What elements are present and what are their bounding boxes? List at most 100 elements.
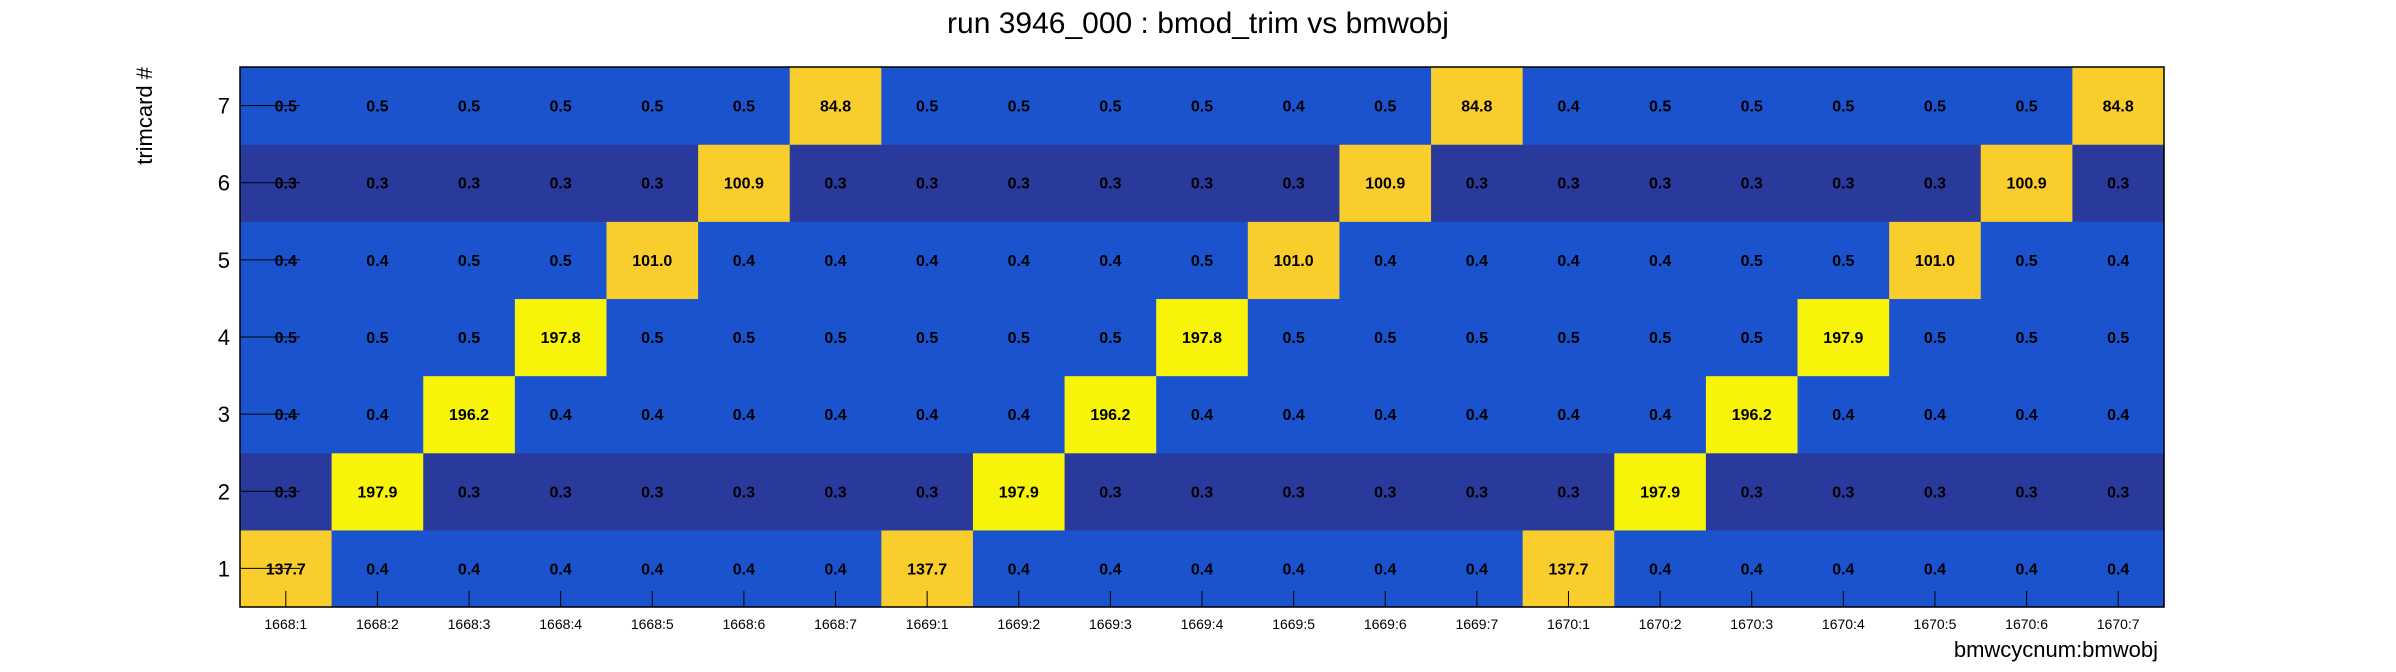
heatmap-cell <box>972 221 1066 300</box>
heatmap-cell <box>1705 221 1799 300</box>
cell-value-label: 196.2 <box>449 407 489 424</box>
cell-value-label: 0.5 <box>550 99 572 116</box>
heatmap-cell <box>1705 375 1799 454</box>
heatmap-cell <box>1064 144 1157 222</box>
x-tick-label: 1668:6 <box>722 616 765 632</box>
cell-value-label: 137.7 <box>1548 561 1588 578</box>
heatmap-cell <box>1614 298 1707 377</box>
y-tick-label: 1 <box>218 556 230 581</box>
cell-value-label: 0.5 <box>641 99 663 116</box>
x-tick-label: 1668:1 <box>264 616 307 632</box>
cell-value-label: 0.3 <box>275 176 297 193</box>
cell-value-label: 0.4 <box>824 253 846 270</box>
heatmap-cell <box>881 375 974 454</box>
cell-value-label: 0.4 <box>1282 561 1304 578</box>
heatmap-cell <box>1614 221 1707 300</box>
heatmap-cell <box>972 298 1066 377</box>
heatmap-cell <box>423 221 516 300</box>
heatmap-cell <box>698 67 791 145</box>
heatmap-cell <box>1156 375 1249 454</box>
heatmap-cell <box>1522 298 1615 377</box>
chart-title: run 3946_000 : bmod_trim vs bmwobj <box>947 7 1449 40</box>
cell-value-label: 0.3 <box>1832 176 1854 193</box>
heatmap-cell <box>789 67 882 145</box>
cell-value-label: 0.3 <box>275 484 297 501</box>
cell-value-label: 0.5 <box>550 253 572 270</box>
heatmap-cell <box>1431 221 1524 300</box>
cell-value-label: 0.4 <box>275 253 297 270</box>
cell-value-label: 0.3 <box>1649 176 1671 193</box>
heatmap-cell <box>331 298 424 377</box>
cell-value-label: 101.0 <box>1915 253 1955 270</box>
heatmap-cell <box>1339 452 1432 531</box>
cell-value-label: 0.4 <box>733 253 755 270</box>
cell-value-label: 0.4 <box>1649 253 1671 270</box>
heatmap-cell <box>2072 375 2165 454</box>
heatmap-cell <box>1247 221 1341 300</box>
cell-value-label: 0.5 <box>2015 99 2037 116</box>
cell-value-label: 0.4 <box>1649 407 1671 424</box>
cell-value-label: 0.3 <box>1466 176 1488 193</box>
heatmap-cell <box>1980 298 2073 377</box>
heatmap-cell <box>514 375 608 454</box>
heatmap-cell <box>1980 221 2073 300</box>
x-tick-label: 1670:6 <box>2005 616 2048 632</box>
cell-value-label: 0.5 <box>1832 253 1854 270</box>
cell-value-label: 0.3 <box>1741 484 1763 501</box>
cell-value-label: 100.9 <box>1365 176 1405 193</box>
cell-value-label: 0.5 <box>733 330 755 347</box>
heatmap-cell <box>1705 298 1799 377</box>
heatmap-cell <box>2072 144 2165 222</box>
cell-value-label: 197.8 <box>541 330 581 347</box>
cell-value-label: 0.5 <box>641 330 663 347</box>
cell-value-label: 0.3 <box>458 176 480 193</box>
cell-value-label: 0.3 <box>916 176 938 193</box>
cell-value-label: 0.5 <box>1924 330 1946 347</box>
heatmap-cell <box>606 298 699 377</box>
heatmap-cell <box>789 221 882 300</box>
cell-value-label: 0.4 <box>1191 561 1213 578</box>
y-tick-label: 3 <box>218 402 230 427</box>
cell-value-label: 0.4 <box>1374 253 1396 270</box>
cell-value-label: 0.4 <box>366 561 388 578</box>
cell-value-label: 0.5 <box>275 330 297 347</box>
cell-value-labels: 137.7 0.4 0.4 0.4 0.4 0.4 0.4 137.7 0.4 0.4 0.4 0.4… <box>266 99 2134 579</box>
heatmap-cell <box>1889 298 1982 377</box>
heatmap-cell <box>1064 452 1157 531</box>
heatmap-cell <box>606 375 699 454</box>
cell-value-label: 0.5 <box>1832 99 1854 116</box>
heatmap-cell <box>1156 298 1249 377</box>
cell-value-label: 0.4 <box>2107 407 2129 424</box>
cell-value-label: 100.9 <box>2007 176 2047 193</box>
cell-value-label: 0.4 <box>641 561 663 578</box>
cell-value-label: 0.5 <box>1374 330 1396 347</box>
heatmap-cell <box>1064 298 1157 377</box>
heatmap-cell <box>881 452 974 531</box>
heatmap-cell <box>1431 67 1524 145</box>
cell-value-label: 0.5 <box>916 330 938 347</box>
heatmap-cell <box>1797 221 1890 300</box>
heatmap-cell <box>423 375 516 454</box>
cell-value-label: 0.4 <box>1557 253 1579 270</box>
cell-value-label: 0.4 <box>366 407 388 424</box>
heatmap-cell <box>1889 144 1982 222</box>
heatmap-cell <box>1064 375 1157 454</box>
axis-ticks <box>240 105 2119 607</box>
heatmap-cell <box>1614 144 1707 222</box>
cell-value-label: 197.8 <box>1182 330 1222 347</box>
cell-value-label: 196.2 <box>1732 407 1772 424</box>
y-tick-label: 7 <box>218 94 230 119</box>
cell-value-label: 137.7 <box>907 561 947 578</box>
heatmap-cell <box>1247 298 1341 377</box>
x-tick-label: 1668:7 <box>814 616 857 632</box>
cell-value-label: 0.4 <box>1008 407 1030 424</box>
cell-value-label: 0.4 <box>1924 561 1946 578</box>
cell-value-label: 0.4 <box>1741 561 1763 578</box>
heatmap-cell <box>1339 375 1432 454</box>
cell-value-label: 0.4 <box>1099 561 1121 578</box>
heatmap-cell <box>972 67 1066 145</box>
heatmap-cell <box>789 375 882 454</box>
cell-value-label: 0.4 <box>1282 407 1304 424</box>
cell-value-label: 0.5 <box>1924 99 1946 116</box>
x-axis-title: bmwcycnum:bmwobj <box>1954 637 2158 662</box>
